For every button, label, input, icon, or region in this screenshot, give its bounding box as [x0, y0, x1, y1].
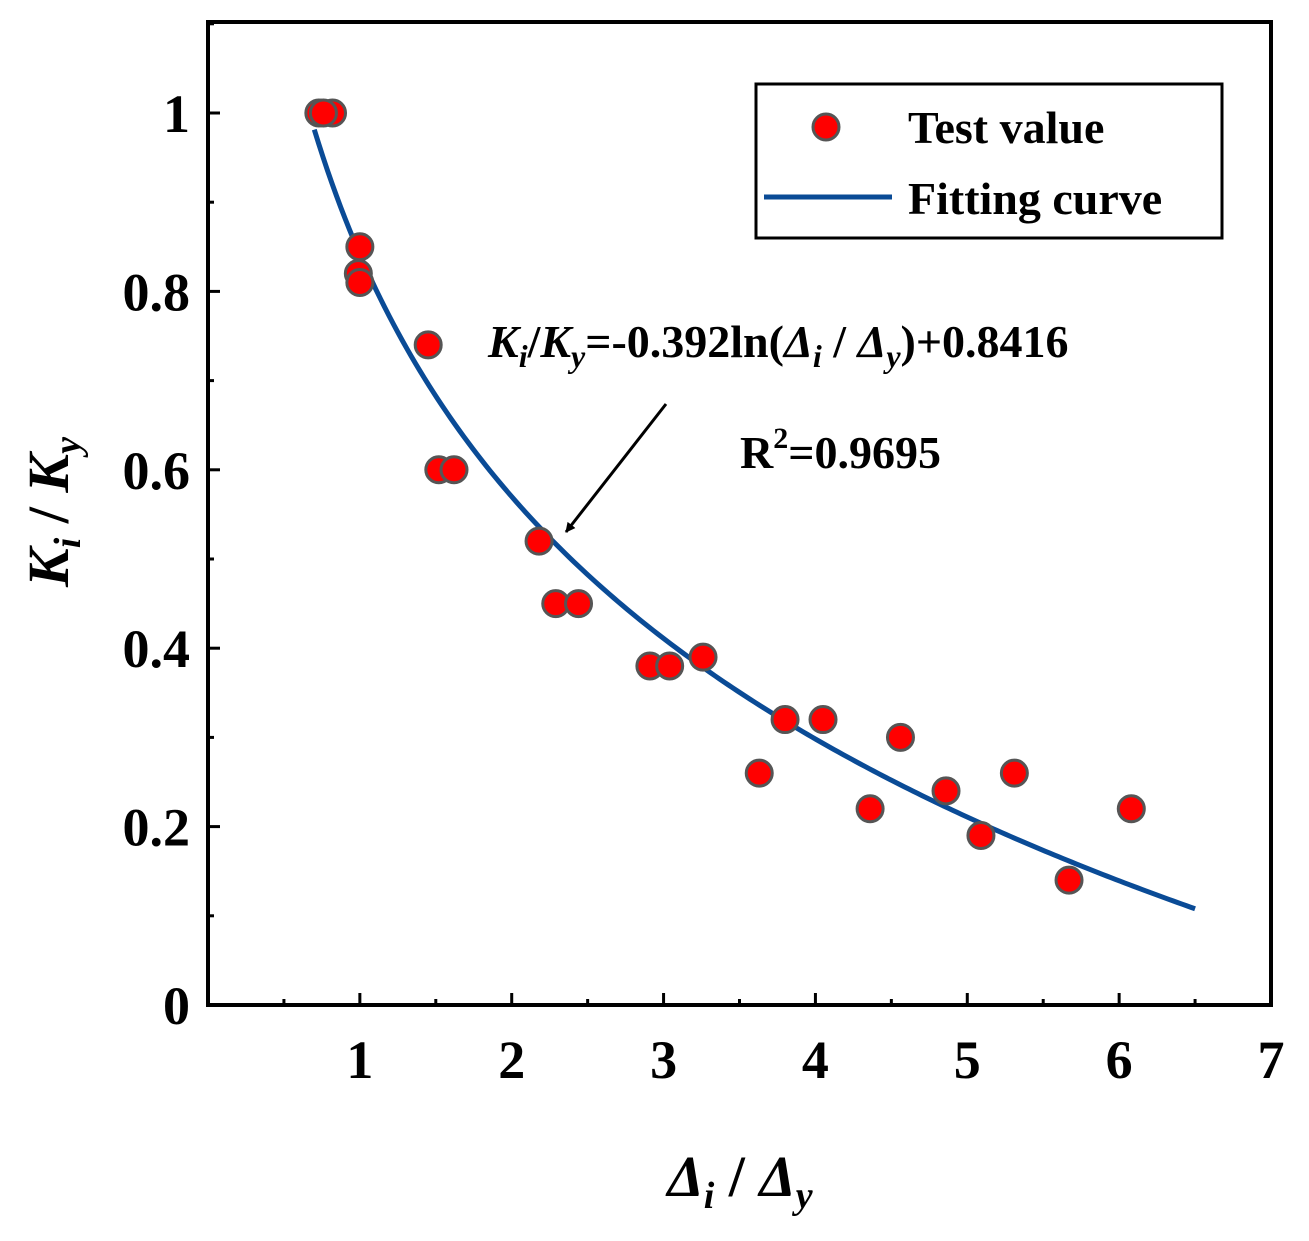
y-tick-label: 0.6 — [123, 441, 191, 501]
data-point — [855, 794, 885, 824]
eq-k: K — [487, 316, 522, 367]
y-tick-label: 0.2 — [123, 798, 191, 858]
y-axis-title: Ki / Ky — [16, 437, 89, 588]
x-axis: 1 2 3 4 5 6 7 — [282, 993, 1285, 1090]
x-axis-title: Δi / Δy — [665, 1144, 812, 1217]
x-tick-label: 6 — [1106, 1030, 1133, 1090]
ylabel-sep: / — [16, 493, 81, 538]
data-point — [345, 232, 375, 262]
y-tick-label: 0.8 — [123, 262, 191, 322]
r2-value: =0.9695 — [788, 427, 941, 478]
x-tick-label: 4 — [802, 1030, 829, 1090]
y-axis: 0 0.2 0.4 0.6 0.8 1 — [123, 22, 220, 1036]
test-value-points — [304, 98, 1146, 895]
data-point — [999, 758, 1029, 788]
x-tick-label: 5 — [954, 1030, 981, 1090]
x-tick-label: 3 — [650, 1030, 677, 1090]
xlabel-sub2: y — [792, 1175, 813, 1217]
eq-di: i — [813, 338, 822, 374]
eq-dy: y — [882, 338, 901, 374]
eq-d2: Δ — [855, 316, 886, 367]
x-tick-label: 2 — [498, 1030, 525, 1090]
annotation-arrow — [564, 403, 668, 533]
data-point — [1116, 794, 1146, 824]
data-point — [770, 705, 800, 735]
data-point — [1054, 865, 1084, 895]
data-point — [885, 722, 915, 752]
y-tick-label: 0.4 — [123, 619, 191, 679]
eq-d: Δ — [782, 316, 813, 367]
eq-ky-k: K — [539, 316, 574, 367]
data-point — [308, 98, 338, 128]
xlabel-sub1: i — [704, 1175, 715, 1217]
data-point — [413, 330, 443, 360]
data-point — [564, 589, 594, 619]
legend-marker-test-value — [811, 112, 841, 142]
r2-base: R — [740, 427, 774, 478]
data-point — [744, 758, 774, 788]
eq-mid: =-0.392ln( — [585, 316, 784, 367]
legend-box — [754, 82, 1224, 240]
x-tick-label: 7 — [1258, 1030, 1285, 1090]
xlabel-main2: Δ — [757, 1144, 795, 1209]
eq-slash: / — [527, 316, 542, 367]
data-point — [688, 642, 718, 672]
ylabel-main: K — [16, 545, 81, 588]
ylabel-sub1: i — [47, 537, 89, 548]
data-point — [524, 526, 554, 556]
eq-ky: y — [567, 338, 586, 374]
r2-sup: 2 — [773, 422, 788, 455]
data-point — [439, 455, 469, 485]
y-tick-label: 1 — [163, 84, 190, 144]
ylabel-sub2: y — [47, 437, 89, 458]
data-point — [808, 705, 838, 735]
eq-sep: / — [822, 316, 858, 367]
legend: Test value Fitting curve — [754, 82, 1224, 240]
fit-equation: Ki/Ky=-0.392ln(Δi / Δy)+0.8416 — [487, 316, 1069, 374]
legend-label-fitting-curve: Fitting curve — [908, 173, 1162, 224]
xlabel-sep: / — [714, 1144, 759, 1209]
eq-tail: )+0.8416 — [901, 316, 1069, 367]
r-squared: R2=0.9695 — [740, 422, 941, 478]
xlabel-main: Δ — [665, 1144, 703, 1209]
legend-label-test-value: Test value — [908, 102, 1104, 153]
ylabel-main2: K — [16, 451, 81, 494]
fitting-curve — [311, 128, 1196, 912]
data-point — [655, 651, 685, 681]
x-tick-label: 1 — [346, 1030, 373, 1090]
eq-ki: i — [519, 338, 528, 374]
data-point — [931, 776, 961, 806]
data-point — [345, 267, 375, 297]
y-tick-label: 0 — [163, 976, 190, 1036]
data-point — [966, 821, 996, 851]
